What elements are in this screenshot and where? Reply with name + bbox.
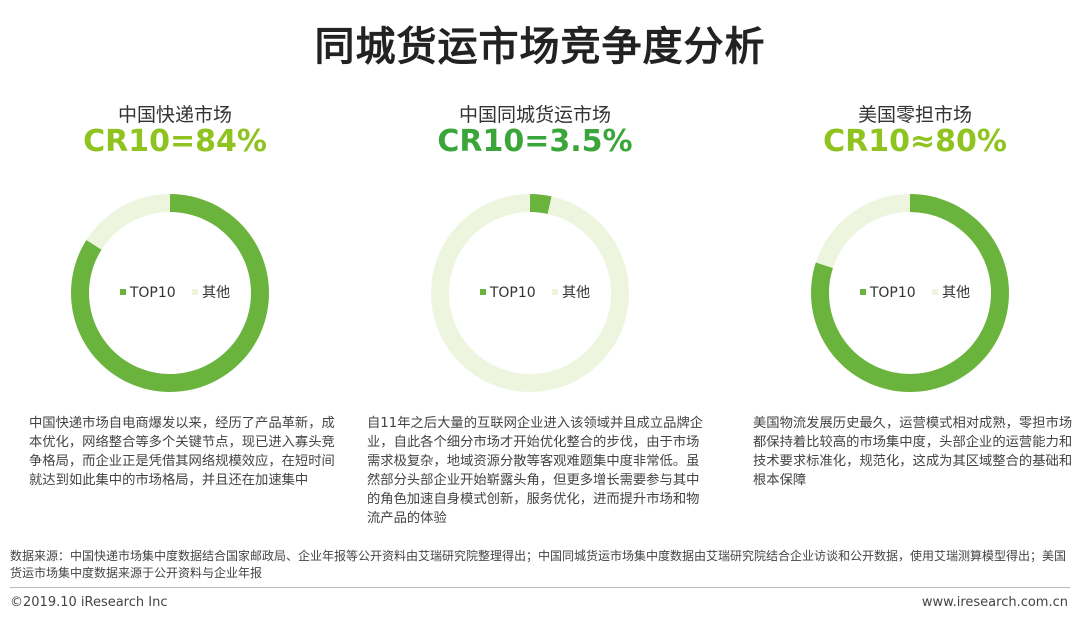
donut-chart: [65, 188, 275, 398]
legend-swatch-others: [932, 289, 939, 295]
footer-divider: [10, 587, 1070, 588]
donut-slice-others: [815, 194, 910, 268]
legend-label: 其他: [942, 285, 971, 301]
cr10-value: CR10=3.5%: [437, 124, 633, 159]
market-description: 自11年之后大量的互联网企业进入该领域并且成立品牌企业，自此各个细分市场才开始优…: [367, 416, 704, 526]
legend-label: TOP10: [489, 285, 536, 301]
donut-svg: [431, 194, 629, 392]
data-source-note: 数据来源：中国快递市场集中度数据结合国家邮政局、企业年报等公开资料由艾瑞研究院整…: [10, 549, 1067, 580]
legend-swatch-others: [552, 289, 559, 295]
legend-label: 其他: [562, 285, 591, 301]
market-name: 中国快递市场: [117, 104, 232, 126]
donut-slice-top10: [530, 194, 552, 214]
donut-chart: [805, 188, 1015, 398]
legend-swatch-others: [192, 289, 199, 295]
market-name: 中国同城货运市场: [458, 104, 611, 126]
legend-swatch-top10: [479, 289, 486, 295]
legend-label: 其他: [202, 285, 231, 301]
legend-swatch-top10: [859, 289, 866, 295]
page-title: 同城货运市场竞争度分析: [314, 24, 766, 70]
chart-legend: TOP10 其他: [5, 282, 345, 302]
cr10-value: CR10=84%: [83, 124, 267, 159]
chart-legend: TOP10 其他: [745, 282, 1080, 302]
legend-label: TOP10: [129, 285, 176, 301]
legend-swatch-top10: [119, 289, 126, 295]
legend-item-top10: TOP10: [479, 285, 536, 301]
website-url: www.iresearch.com.cn: [921, 595, 1068, 610]
legend-item-others: 其他: [192, 282, 230, 302]
market-description: 中国快递市场自电商爆发以来，经历了产品革新，成本优化，网络整合等多个关键节点，现…: [29, 416, 335, 488]
donut-svg: [70, 194, 269, 392]
legend-label: TOP10: [869, 285, 916, 301]
copyright: ©2019.10 iResearch Inc: [10, 595, 168, 610]
legend-item-top10: TOP10: [859, 285, 916, 301]
cr10-value: CR10≈80%: [823, 124, 1007, 159]
chart-legend: TOP10 其他: [365, 282, 705, 302]
donut-svg: [811, 194, 1009, 392]
legend-item-others: 其他: [932, 282, 970, 302]
market-description: 美国物流发展历史最久，运营模式相对成熟，零担市场都保持着比较高的市场集中度，头部…: [753, 416, 1073, 488]
legend-item-others: 其他: [552, 282, 590, 302]
donut-chart: [425, 188, 635, 398]
market-name: 美国零担市场: [857, 104, 972, 126]
legend-item-top10: TOP10: [119, 285, 176, 301]
donut-slice-others: [86, 194, 170, 250]
